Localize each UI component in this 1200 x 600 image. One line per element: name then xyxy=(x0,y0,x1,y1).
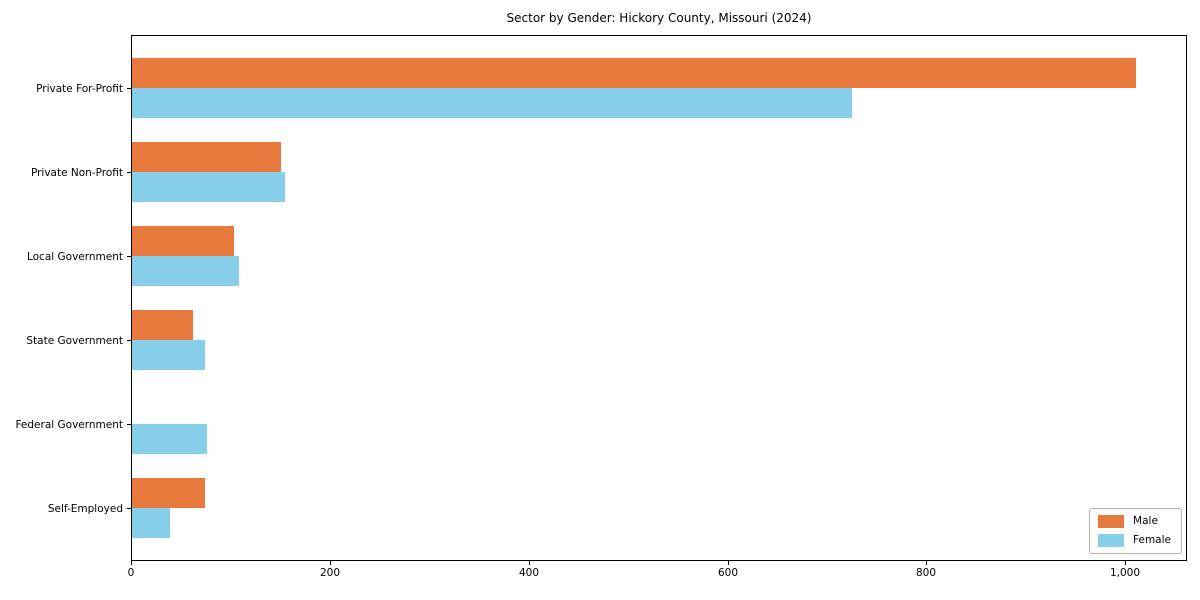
x-tick-label-200: 200 xyxy=(319,567,341,579)
x-tick-label-1000: 1,000 xyxy=(1109,567,1141,579)
y-tick-label-federal-government: Federal Government xyxy=(15,419,123,431)
bar-male-self-employed xyxy=(132,478,205,508)
bar-female-self-employed xyxy=(132,508,170,538)
bar-male-local-government xyxy=(132,226,234,256)
y-tick-mark-local-government xyxy=(127,256,131,257)
bar-female-state-government xyxy=(132,340,205,370)
legend: Male Female xyxy=(1089,508,1182,554)
x-tick-mark-400 xyxy=(529,561,530,565)
x-tick-mark-0 xyxy=(131,561,132,565)
y-tick-label-self-employed: Self-Employed xyxy=(47,503,123,515)
y-tick-label-local-government: Local Government xyxy=(26,251,123,263)
x-tick-mark-800 xyxy=(926,561,927,565)
y-tick-mark-private-for-profit xyxy=(127,88,131,89)
bar-male-private-for-profit xyxy=(132,58,1136,88)
x-tick-label-600: 600 xyxy=(717,567,739,579)
y-tick-label-state-government: State Government xyxy=(26,335,123,347)
x-tick-label-800: 800 xyxy=(915,567,937,579)
x-tick-mark-1000 xyxy=(1125,561,1126,565)
x-tick-mark-600 xyxy=(728,561,729,565)
x-tick-mark-200 xyxy=(330,561,331,565)
y-tick-mark-self-employed xyxy=(127,508,131,509)
bar-male-state-government xyxy=(132,310,193,340)
x-tick-label-400: 400 xyxy=(518,567,540,579)
x-tick-label-0: 0 xyxy=(127,567,135,579)
legend-label-male: Male xyxy=(1133,515,1158,527)
y-tick-mark-state-government xyxy=(127,340,131,341)
legend-label-female: Female xyxy=(1133,534,1171,546)
chart-title: Sector by Gender: Hickory County, Missou… xyxy=(506,11,812,25)
y-tick-mark-private-non-profit xyxy=(127,172,131,173)
legend-item-female: Female xyxy=(1098,534,1171,547)
female-series-swatch xyxy=(1098,534,1125,547)
bar-female-private-non-profit xyxy=(132,172,285,202)
bar-female-federal-government xyxy=(132,424,207,454)
male-series-swatch xyxy=(1098,515,1125,528)
legend-item-male: Male xyxy=(1098,515,1171,528)
bar-female-private-for-profit xyxy=(132,88,852,118)
y-tick-label-private-non-profit: Private Non-Profit xyxy=(30,167,123,179)
bar-male-private-non-profit xyxy=(132,142,281,172)
bar-female-local-government xyxy=(132,256,239,286)
y-tick-label-private-for-profit: Private For-Profit xyxy=(36,83,123,95)
plot-area: Male Female xyxy=(131,35,1187,561)
y-tick-mark-federal-government xyxy=(127,424,131,425)
